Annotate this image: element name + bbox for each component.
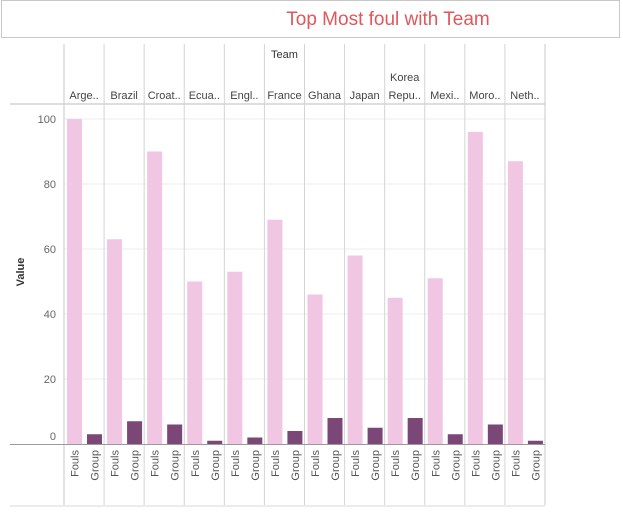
y-tick-label: 40: [44, 309, 56, 321]
bar-fouls: [227, 271, 243, 444]
bar-fouls: [307, 294, 323, 444]
bar-group: [367, 427, 383, 444]
x-category-label: Group: [490, 450, 502, 481]
bar-fouls: [147, 151, 163, 444]
bar-group: [247, 437, 263, 444]
bar-group: [327, 418, 343, 444]
x-category-label: Fouls: [110, 450, 122, 477]
x-category-label: Fouls: [310, 450, 322, 477]
bar-fouls: [267, 219, 283, 444]
chart-title: Top Most foul with Team: [286, 9, 490, 30]
x-category-label: Fouls: [510, 450, 522, 477]
x-category-label: Group: [330, 450, 342, 481]
bar-fouls: [347, 255, 363, 444]
bar-fouls: [107, 239, 123, 444]
y-tick-label: 60: [44, 244, 56, 256]
x-category-label: Fouls: [190, 450, 202, 477]
x-category-label: Group: [250, 450, 262, 481]
team-header-label: France: [267, 90, 301, 102]
x-category-label: Fouls: [470, 450, 482, 477]
x-category-label: Fouls: [70, 450, 82, 477]
x-category-label: Group: [450, 450, 462, 481]
bar-fouls: [187, 281, 203, 444]
x-category-label: Group: [210, 450, 222, 481]
x-category-label: Group: [170, 450, 182, 481]
bar-group: [287, 431, 303, 444]
team-header-label: Neth..: [510, 90, 539, 102]
team-header-label: Repu..: [388, 90, 420, 102]
y-tick-label: 0: [50, 431, 56, 443]
y-tick-label: 80: [44, 179, 56, 191]
chart-title-box: Top Most foul with Team: [1, 0, 620, 38]
team-header-label: Korea: [390, 72, 420, 84]
bar-group: [527, 440, 543, 444]
team-header-label: Croat..: [148, 90, 181, 102]
team-header-label: Arge..: [69, 90, 98, 102]
team-header-label: Ghana: [308, 90, 342, 102]
bar-fouls: [387, 297, 403, 444]
bar-fouls: [467, 132, 483, 444]
bar-fouls: [507, 161, 523, 444]
team-header-label: Mexi..: [430, 90, 459, 102]
x-category-label: Group: [290, 450, 302, 481]
bar-fouls: [67, 119, 82, 444]
column-header-title: Team: [271, 49, 298, 61]
x-category-label: Fouls: [230, 450, 242, 477]
x-category-label: Fouls: [390, 450, 402, 477]
team-header-label: Japan: [350, 90, 380, 102]
x-category-label: Group: [370, 450, 382, 481]
bar-group: [407, 418, 423, 444]
bar-group: [487, 424, 503, 444]
bar-chart: Fouls Group Fouls Group Fouls Group Fouls Group…: [10, 44, 546, 507]
x-category-label: Fouls: [350, 450, 362, 477]
team-header-label: Ecua..: [189, 90, 220, 102]
bar-group: [167, 424, 183, 444]
team-header-label: Brazil: [110, 90, 138, 102]
y-tick-label: 20: [44, 374, 56, 386]
x-category-label: Group: [410, 450, 422, 481]
bar-group: [87, 434, 102, 444]
x-category-label: Fouls: [150, 450, 162, 477]
x-category-label: Group: [130, 450, 142, 481]
bar-group: [447, 434, 463, 444]
x-category-label: Group: [530, 450, 542, 481]
x-category-label: Group: [90, 450, 102, 481]
team-header-label: Moro..: [469, 90, 500, 102]
x-category-label: Fouls: [430, 450, 442, 477]
y-tick-label: 100: [38, 114, 56, 126]
x-category-label: Fouls: [270, 450, 282, 477]
bar-fouls: [427, 278, 443, 444]
bar-group: [127, 421, 143, 444]
y-axis-label: Value: [15, 258, 27, 287]
team-header-label: Engl..: [230, 90, 258, 102]
bar-group: [207, 440, 223, 444]
